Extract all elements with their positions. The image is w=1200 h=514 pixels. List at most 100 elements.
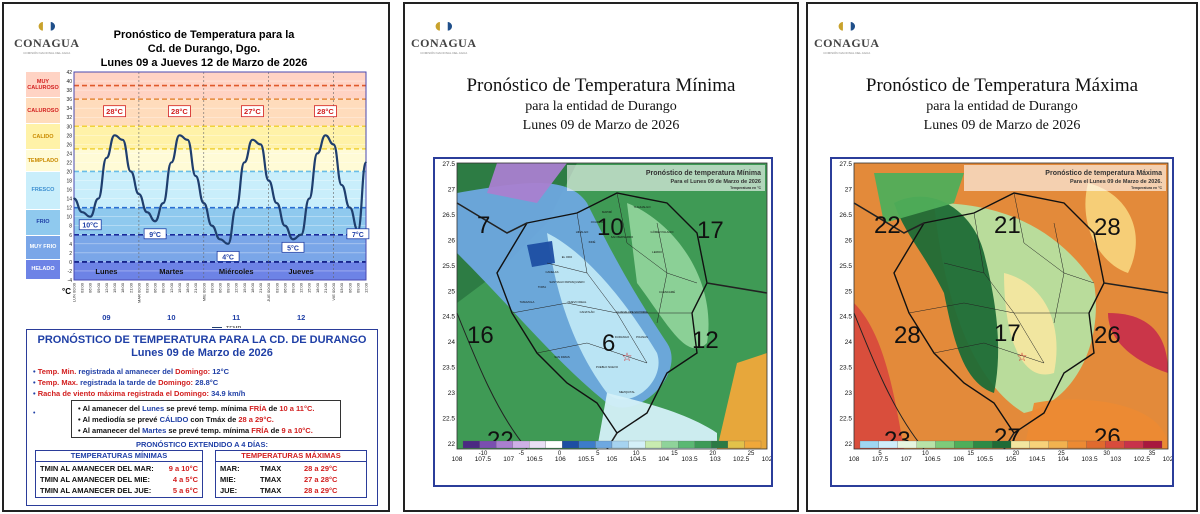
max-label-box <box>241 105 264 118</box>
lat-tick-label: 23 <box>845 390 853 397</box>
colorbar-swatch <box>878 440 898 449</box>
time-tick-label: 12:00 <box>104 282 109 293</box>
lat-tick-label: 23 <box>448 390 456 397</box>
bullet: • <box>33 389 38 398</box>
time-tick-label: 12:00 <box>169 282 174 293</box>
temp-point <box>300 233 302 236</box>
max-temp-map: Pronóstico de temperatura Máxima Para el … <box>839 161 1173 463</box>
time-tick-label: 18:00 <box>315 282 320 293</box>
min-temp-row: TMIN AL AMANECER DEL JUE: 5 a 6°C <box>40 485 198 496</box>
time-tick-label: 21:00 <box>193 282 198 293</box>
day-name-label: Jueves <box>288 267 313 276</box>
temp-field-region <box>527 241 555 267</box>
temp-point <box>243 161 246 164</box>
lon-tick-label: 102.5 <box>733 456 750 463</box>
obs-value: 34.9 km/h <box>209 389 246 398</box>
colorbar-swatch <box>462 440 480 449</box>
time-tick-label: MAR 00:00 <box>136 282 141 303</box>
forecast-part: • <box>78 404 83 413</box>
forecast-part: Al amanecer del <box>82 426 143 435</box>
logo-subtext: COMISIÓN NACIONAL DEL AGUA <box>23 51 71 55</box>
municipality-label: PUEBLO NUEVO <box>596 365 619 369</box>
durango-city-star-icon: ☆ <box>1017 350 1028 364</box>
colorbar-tick-label: 20 <box>1013 451 1020 457</box>
temp-point <box>89 215 92 218</box>
contour-value-label: 17 <box>994 320 1021 347</box>
lon-tick-label: 106 <box>953 456 964 463</box>
bullet: • <box>33 378 38 387</box>
day-number-label: 11 <box>232 313 240 322</box>
y-tick-label: -4 <box>68 278 73 284</box>
forecast-part: FRÍA <box>251 426 269 435</box>
lon-tick-label: 103.5 <box>681 456 698 463</box>
time-tick-label: 18:00 <box>185 282 190 293</box>
min-label-text: 9°C <box>149 231 161 239</box>
colorbar-swatch <box>562 440 579 449</box>
time-tick-label: 15:00 <box>177 282 182 293</box>
colorbar-swatch <box>578 440 596 449</box>
forecast-part: de <box>266 404 280 413</box>
obs-day: Domingo: <box>174 389 210 398</box>
durango-city-star-icon: ☆ <box>622 350 633 364</box>
forecast-part: con Tmáx de <box>188 415 239 424</box>
y-tick-label: 14 <box>66 197 72 203</box>
time-tick-label: 06:00 <box>282 282 287 293</box>
municipal-boundary <box>933 342 1045 364</box>
category-label: MUY CALUROSO <box>26 72 60 97</box>
temp-field-region <box>1108 313 1168 373</box>
time-tick-label: 21:00 <box>323 282 328 293</box>
municipality-label: LERDO <box>652 250 662 254</box>
temp-point <box>113 134 116 137</box>
temp-point <box>219 238 221 241</box>
y-tick-label: 34 <box>66 106 72 112</box>
colorbar-swatch <box>935 440 955 449</box>
colorbar-swatch <box>595 440 613 449</box>
time-tick-label: 09:00 <box>226 282 231 293</box>
municipality-label: POANAS <box>636 335 648 339</box>
time-tick-label: 21:00 <box>128 282 133 293</box>
colorbar-swatch <box>1124 440 1144 449</box>
min-temp-rows: TMIN AL AMANECER DEL MAR: 9 a 10°C TMIN AL… <box>36 462 202 497</box>
max-temp-label: 28°C <box>103 105 126 118</box>
legend-label: TEMP <box>226 326 242 328</box>
min-label-box <box>346 228 370 240</box>
time-tick-label: 12:00 <box>234 282 239 293</box>
map-subtitle-1: para la entidad de Durango <box>926 99 1078 114</box>
lon-tick-label: 107.5 <box>872 456 889 463</box>
conagua-logo: ◖◗ CONAGUA COMISIÓN NACIONAL DEL AGUA <box>14 16 80 55</box>
temperature-category-legend: MUY CALUROSO CALUROSO CALIDO TEMPLADO FRESCO… <box>26 72 60 280</box>
colorbar-tick-label: 15 <box>671 451 678 457</box>
contour-value-label: 23 <box>884 427 911 454</box>
temp-point <box>121 139 124 141</box>
time-tick-label: 03:00 <box>209 282 214 293</box>
max-label-box <box>103 105 126 118</box>
temp-point <box>129 170 132 173</box>
colorbar-swatch <box>727 440 745 449</box>
map-subtitle-1: para la entidad de Durango <box>525 99 677 114</box>
lat-tick-label: 24.5 <box>839 314 852 321</box>
colorbar-tick-label: 5 <box>878 451 882 457</box>
temp-point <box>81 211 83 213</box>
lat-tick-label: 22.5 <box>839 416 852 423</box>
temp-point <box>202 202 205 204</box>
municipality-label: MEZQUITAL <box>619 390 635 394</box>
lon-tick-label: 106.5 <box>526 456 543 463</box>
temp-field-region <box>487 163 567 203</box>
obs-text: registrada al amanecer del <box>76 367 176 376</box>
temp-field-region <box>547 233 659 400</box>
lon-tick-label: 104 <box>658 456 669 463</box>
colorbar-tick-label: 30 <box>1103 451 1110 457</box>
municipal-boundary <box>943 262 985 274</box>
row-label: TMAX <box>260 464 282 473</box>
forecast-part: • <box>78 415 83 424</box>
colorbar-tick-label: 25 <box>748 451 755 457</box>
max-label-text: 28°C <box>171 107 188 116</box>
lat-tick-label: 25.5 <box>442 263 455 270</box>
time-tick-label: 09:00 <box>355 282 360 293</box>
obs-text: registrada la tarde de <box>78 378 159 387</box>
forecast-line: • Al amanecer del Lunes se prevé temp. m… <box>78 403 334 414</box>
inner-map-title: Pronóstico de temperatura Mínima <box>646 170 761 177</box>
forecast-part: se prevé temp. mínima <box>164 404 250 413</box>
colorbar-swatch <box>1048 440 1068 449</box>
y-tick-label: 26 <box>66 142 72 148</box>
